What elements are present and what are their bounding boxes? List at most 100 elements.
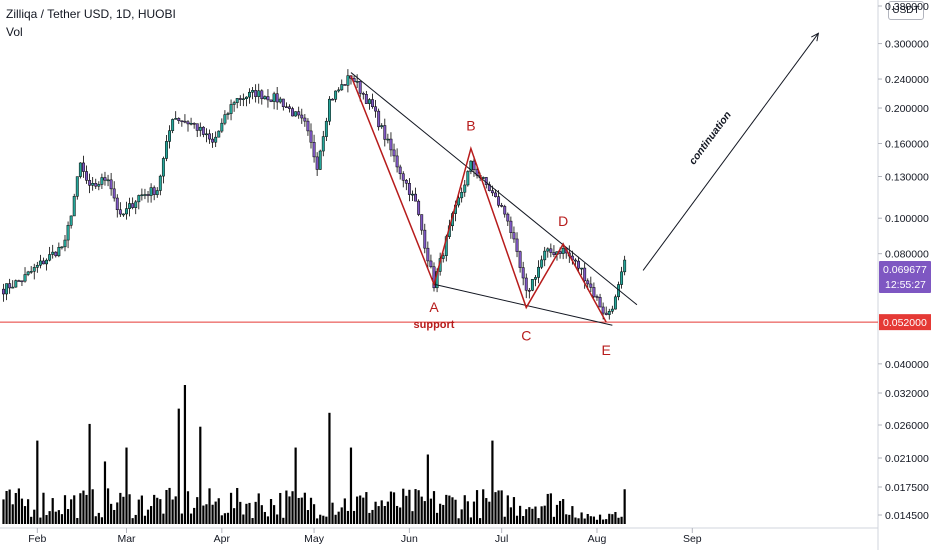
volume-bar: [331, 502, 334, 524]
candle-body: [85, 171, 88, 181]
candle-body: [469, 160, 473, 172]
candle-body: [232, 102, 236, 105]
volume-bar: [565, 514, 568, 524]
candle-body: [220, 122, 224, 132]
volume-bar: [549, 493, 552, 524]
volume-bar: [306, 510, 310, 524]
candle-body: [509, 220, 513, 233]
volume-bar: [60, 514, 64, 524]
volume-bar: [506, 495, 509, 524]
time-tick-label: Apr: [214, 533, 231, 545]
candle-body: [106, 179, 110, 182]
volume-bar: [233, 508, 236, 524]
candle-body: [2, 288, 5, 295]
volume-bar: [552, 516, 556, 524]
candle-body: [534, 277, 537, 280]
volume-bar: [137, 499, 140, 524]
volume-bar: [571, 506, 574, 524]
candle-body: [411, 193, 414, 196]
volume-bar: [442, 504, 445, 524]
candle-body: [530, 279, 534, 291]
pattern-point-label: C: [521, 328, 531, 344]
volume-bar: [558, 500, 562, 524]
volume-bar: [174, 496, 177, 524]
candle-body: [112, 188, 116, 199]
volume-bar: [528, 507, 531, 524]
time-tick-label: Feb: [28, 533, 46, 545]
candle-body: [324, 120, 328, 137]
volume-bar: [199, 426, 202, 524]
volume-bar: [205, 504, 208, 524]
candle-body: [407, 183, 411, 195]
candle-body: [549, 248, 553, 253]
volume-bar: [485, 498, 488, 524]
volume-bar: [211, 504, 214, 524]
candle-body: [229, 104, 233, 114]
volume-bar: [432, 491, 436, 524]
volume-bar: [140, 495, 143, 524]
volume-bar: [608, 513, 611, 524]
volume-bar: [251, 518, 254, 524]
volume-bar: [519, 505, 522, 524]
candle-body: [284, 106, 288, 109]
candle-body: [503, 206, 507, 215]
candle-body: [165, 141, 168, 159]
candle-body: [189, 122, 193, 125]
volume-bar: [475, 490, 479, 524]
volume-bar: [356, 496, 359, 524]
candle-body: [521, 267, 525, 279]
candle-body: [620, 271, 624, 285]
candle-body: [552, 252, 556, 255]
candle-body: [328, 98, 331, 122]
volume-bar: [334, 514, 337, 524]
volume-bar: [94, 516, 97, 524]
volume-bar: [239, 501, 242, 524]
volume-bar: [196, 497, 199, 524]
candle-body: [306, 120, 310, 132]
currency-selector-button[interactable]: USDT: [888, 1, 924, 20]
candle-body: [577, 260, 580, 269]
candle-body: [367, 99, 371, 104]
candle-body: [383, 125, 387, 140]
volume-bar: [457, 518, 460, 524]
volume-bar: [405, 495, 408, 524]
volume-bar: [131, 518, 134, 524]
volume-bar: [54, 511, 57, 524]
candle-body: [380, 125, 384, 128]
volume-bar: [623, 489, 626, 524]
continuation-arrowhead: [811, 32, 820, 42]
candles: [2, 69, 627, 320]
candle-body: [490, 190, 494, 194]
volume-bar: [66, 509, 70, 524]
volume-bar: [79, 493, 82, 524]
candle-body: [281, 98, 285, 108]
pattern-point-label: E: [602, 342, 611, 358]
price-tick-label: 0.160000: [885, 138, 929, 150]
candle-body: [238, 98, 242, 100]
volume-bar: [463, 495, 466, 524]
volume-bar: [33, 509, 36, 524]
candle-body: [211, 138, 215, 143]
current-price-badge: [879, 261, 931, 293]
volume-bar: [171, 499, 174, 524]
volume-bar: [36, 440, 39, 524]
volume-bar: [285, 490, 288, 524]
volume-bar: [300, 497, 303, 524]
candle-body: [315, 156, 319, 170]
volume-bar: [595, 519, 599, 524]
candle-body: [186, 121, 190, 125]
time-tick-label: Aug: [588, 533, 607, 545]
candle-body: [358, 81, 362, 94]
volume-bar: [146, 509, 150, 524]
volume-bar: [193, 507, 196, 524]
volume-bar: [469, 517, 472, 524]
volume-bar: [420, 496, 423, 524]
volume-bar: [20, 498, 24, 524]
candle-body: [134, 201, 138, 208]
candle-body: [263, 96, 267, 100]
price-tick-label: 0.040000: [885, 359, 929, 371]
candle-body: [466, 171, 470, 186]
candle-body: [343, 84, 347, 86]
volume-bar: [435, 512, 439, 524]
